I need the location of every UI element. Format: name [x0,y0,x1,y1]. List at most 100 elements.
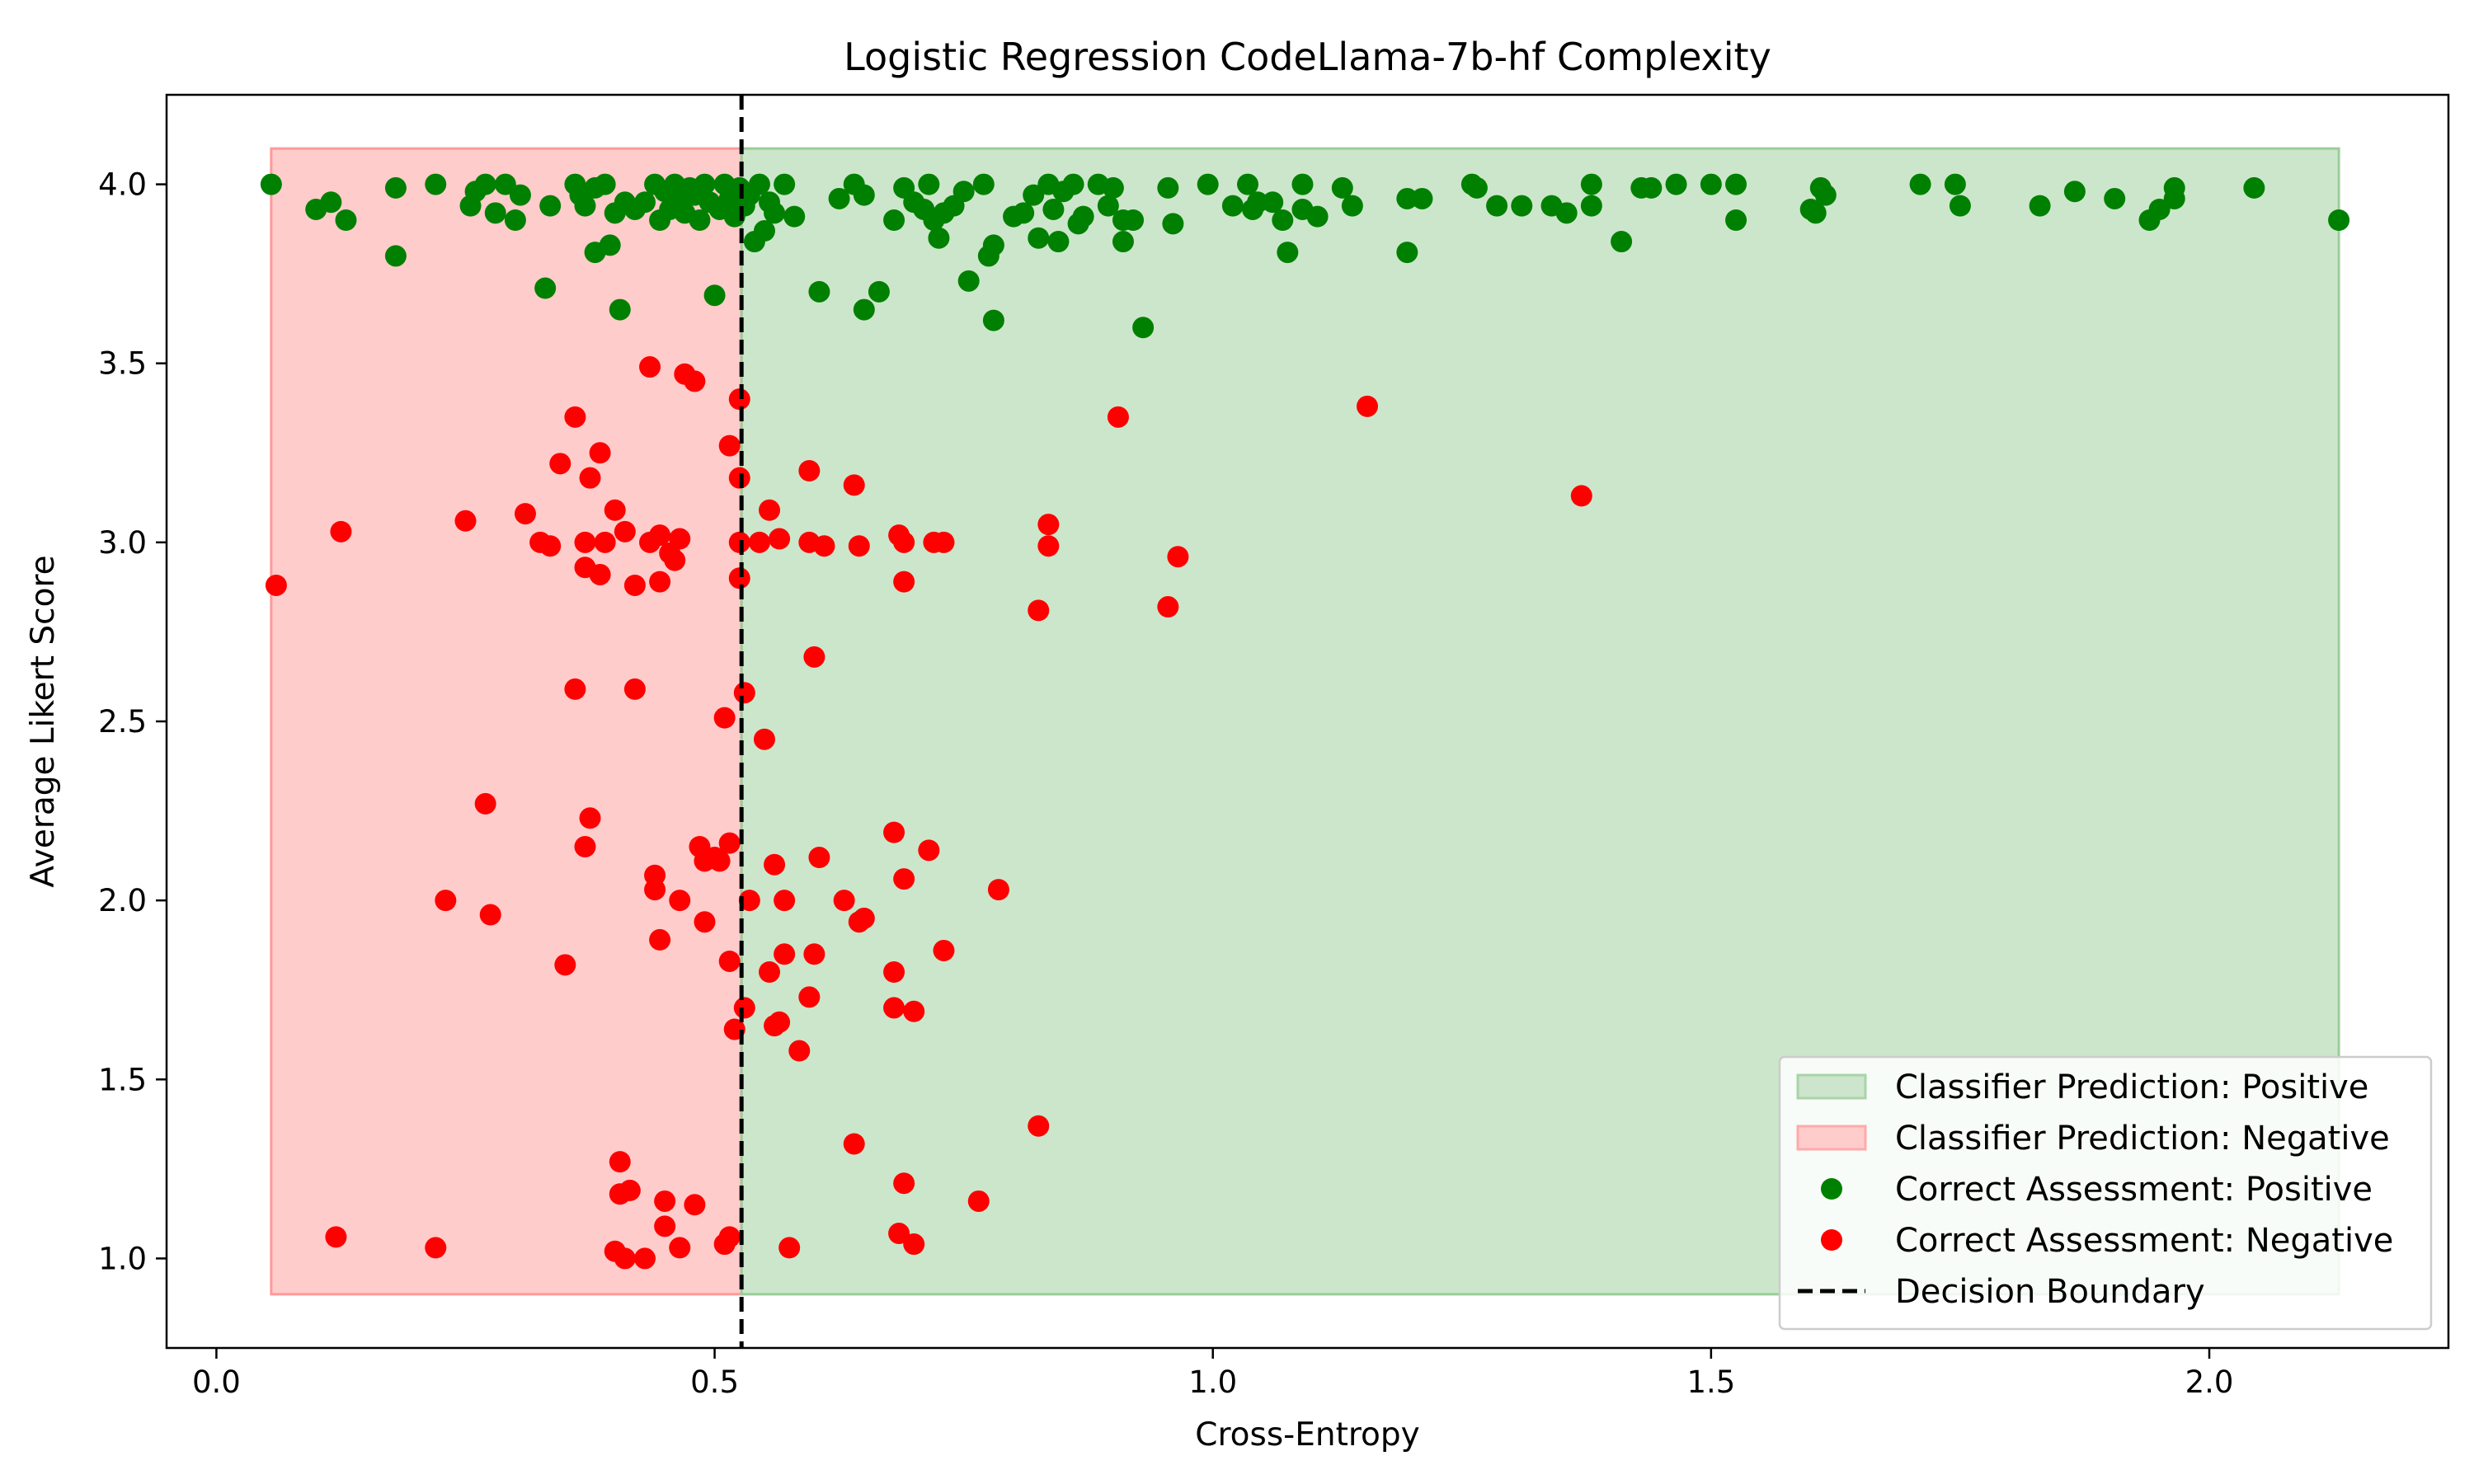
positive-point [1042,198,1065,220]
positive-point [1640,176,1663,199]
negative-point [893,868,915,890]
positive-point [928,227,950,249]
negative-point [330,520,352,542]
positive-point [1804,202,1827,224]
legend-patch [1796,1125,1867,1151]
negative-point [883,997,905,1019]
positive-point [484,202,506,224]
negative-point [893,531,915,553]
negative-point [579,467,601,489]
legend-patch [1796,1073,1867,1100]
positive-point [1247,191,1269,214]
classifier-regions [270,147,2340,1296]
positive-point [808,280,830,303]
positive-point [2243,176,2265,199]
positive-point [764,202,786,224]
y-tick-label: 2.5 [98,704,147,740]
negative-point [738,890,760,912]
positive-point [1725,173,1747,195]
negative-point [614,1247,636,1270]
negative-point [803,943,825,965]
positive-point [609,298,631,321]
positive-point [1944,173,1966,195]
negative-point [604,499,626,521]
positive-point [474,173,496,195]
negative-point [618,1179,641,1201]
negative-point [539,535,562,557]
negative-point [848,535,870,557]
negative-point [614,520,636,542]
negative-point [713,707,736,729]
negative-point [748,531,770,553]
positive-point [599,234,621,256]
positive-point [1396,187,1418,209]
positive-point [952,181,975,203]
negative-point [1028,599,1050,622]
x-tick-label: 2.0 [2185,1364,2234,1400]
positive-point [783,205,806,228]
legend-label: Decision Boundary [1895,1273,2205,1311]
positive-point [1341,195,1363,217]
negative-point [718,832,741,854]
positive-point [1486,195,1508,217]
negative-point [435,890,457,912]
positive-point [320,191,342,214]
positive-point [2328,209,2350,231]
positive-point [1013,202,1035,224]
positive-point [1102,176,1124,199]
positive-point [972,173,995,195]
positive-point [1237,173,1259,195]
positive-point [1112,231,1134,253]
negative-point [669,1237,691,1259]
negative-point [1570,485,1592,507]
negative-point [1028,1115,1050,1137]
negative-point [774,890,796,912]
negative-point [574,531,596,553]
positive-point [774,173,796,195]
y-axis-ticks: 1.0 1.5 2.0 2.5 3.0 3.5 4.0 [98,167,167,1276]
positive-point [2029,195,2051,217]
negative-point [654,1190,676,1212]
positive-point [1555,202,1578,224]
negative-point [788,1040,811,1062]
positive-point [1122,209,1145,231]
x-axis-label: Cross-Entropy [1195,1416,1420,1453]
positive-point [1511,195,1533,217]
negative-point [649,524,671,547]
negative-point [1037,514,1060,536]
y-tick-label: 3.0 [98,525,147,561]
negative-point [649,571,671,593]
negative-point [987,879,1009,901]
negative-point [774,943,796,965]
negative-point [718,950,741,972]
positive-point [1725,209,1747,231]
negative-point [514,503,536,525]
positive-point [1157,176,1179,199]
positive-point [1162,213,1184,235]
negative-point [623,574,646,596]
positive-point [868,280,890,303]
negative-point [589,442,611,464]
positive-point [1028,227,1050,249]
x-tick-label: 1.5 [1686,1364,1735,1400]
negative-point [574,836,596,857]
positive-point [957,270,980,292]
negative-point [1037,535,1060,557]
positive-point [1023,184,1045,206]
negative-point [664,549,686,571]
negative-point [594,531,616,553]
positive-point [1277,242,1299,264]
x-tick-label: 0.0 [192,1364,241,1400]
positive-point [748,173,770,195]
positive-point [1396,242,1418,264]
positive-point [534,277,557,299]
positive-point [504,209,526,231]
negative-point [803,646,825,668]
positive-point [2148,198,2171,220]
negative-point [778,1237,801,1259]
positive-point [1580,195,1602,217]
legend-frame [1778,1055,2433,1331]
negative-point [843,474,865,496]
positive-point [509,184,531,206]
negative-point [639,356,661,378]
